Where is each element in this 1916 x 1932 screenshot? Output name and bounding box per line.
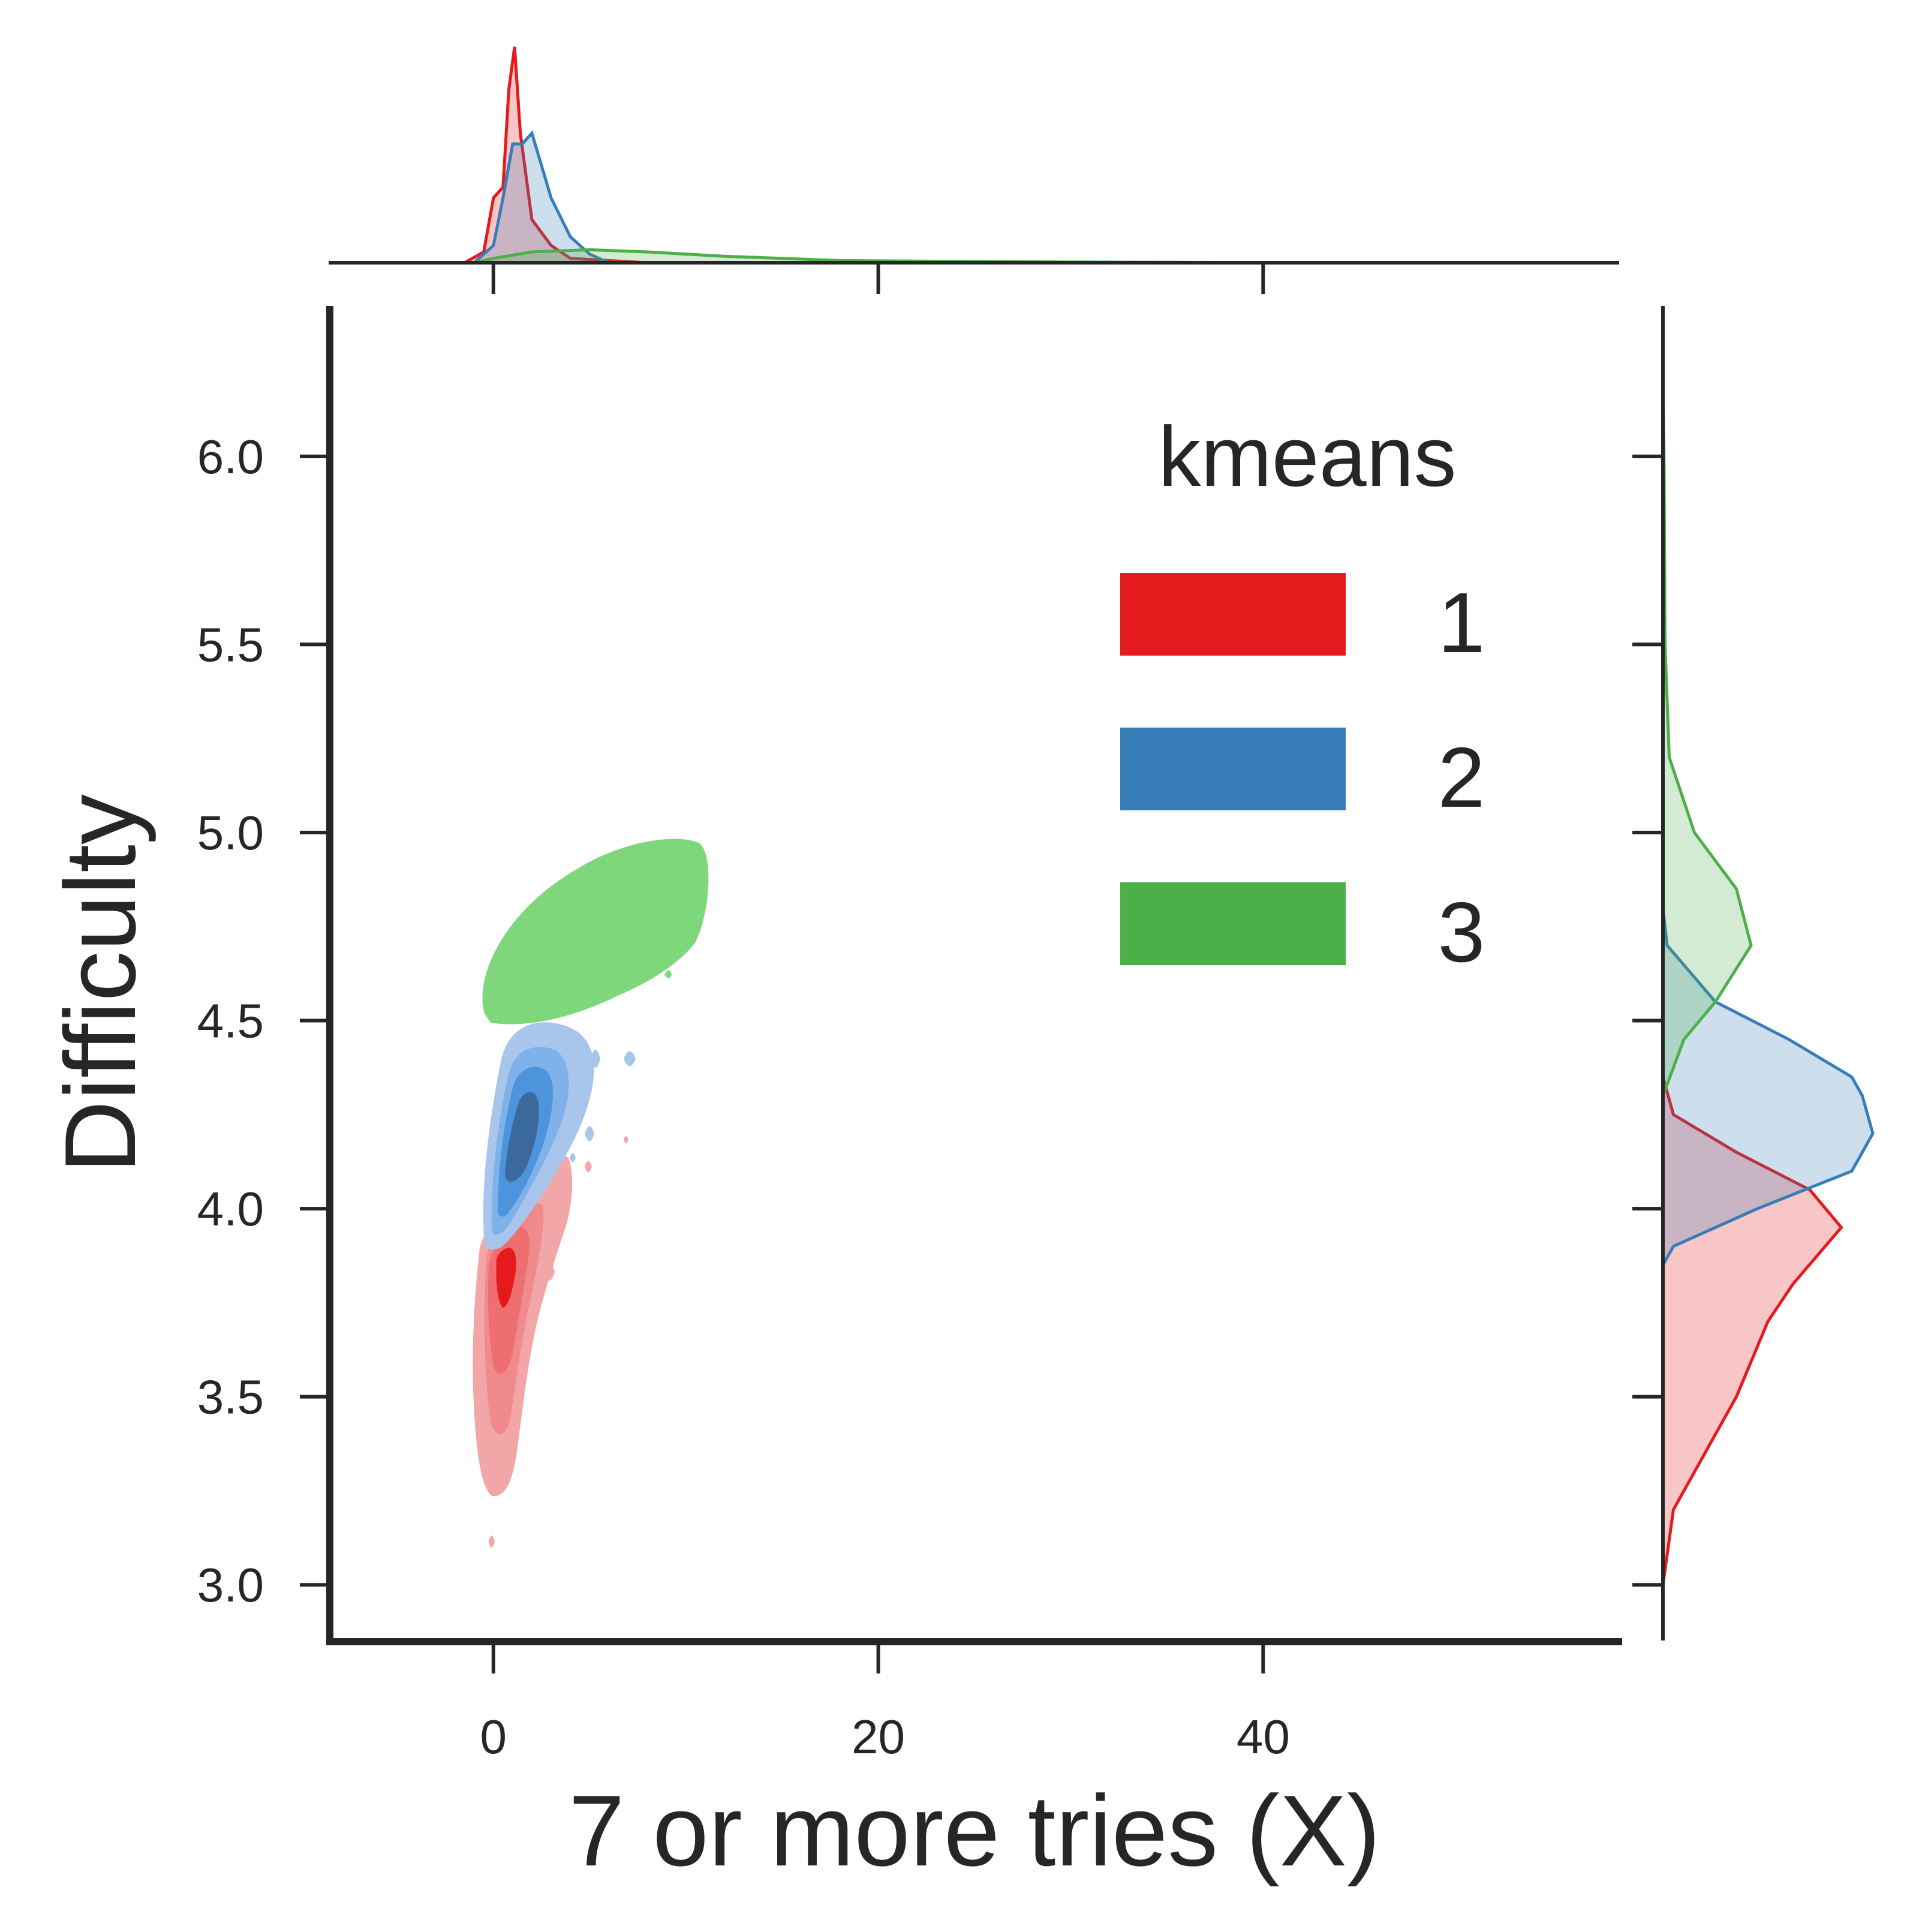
legend-swatch-1 [1120,573,1346,656]
cluster-2-speck-3 [585,1126,594,1141]
top-kde-fill-2 [474,133,609,263]
y-tick-label: 5.5 [197,618,264,671]
main-plot-area [473,839,709,1548]
legend-label-3: 3 [1438,885,1485,980]
cluster-3-speck [664,970,672,978]
cluster-3-contour [482,839,709,1024]
cluster-2-speck-2 [624,1051,636,1066]
right-kde-fill-2 [1663,908,1873,1266]
cluster-1-speck-1 [543,1263,555,1281]
y-axis-ticks: 3.0 3.5 4.0 4.5 5.0 5.5 6.0 [197,430,326,1612]
y-tick-label: 6.0 [197,430,264,483]
cluster-1-speck-3 [585,1161,592,1172]
x-axis-title: 7 or more tries (X) [569,1774,1380,1887]
right-kde-line-1 [1661,1076,1843,1585]
legend-label-1: 1 [1438,575,1485,671]
cluster-1-speck-4 [624,1136,628,1143]
right-kde-fill-1 [1663,1077,1842,1585]
legend: kmeans 1 2 3 [1120,409,1485,980]
cluster-2-contour-inner [505,1092,539,1182]
top-marginal-kde [464,46,1359,265]
legend-title: kmeans [1158,409,1456,504]
cluster-3-density [482,839,709,1024]
top-kde-fill-3 [474,250,1359,263]
legend-label-2: 2 [1438,730,1485,825]
top-kde-fill-1 [464,47,648,263]
right-kde-line-2 [1661,908,1875,1266]
cluster-2-density [483,1022,636,1250]
y-tick-label: 5.0 [197,806,264,860]
right-marginal-kde [1661,381,1875,1585]
right-marginal-ticks [1632,454,1661,1587]
x-tick-label: 20 [852,1710,905,1763]
y-tick-label: 3.0 [197,1558,264,1612]
cluster-2-speck-4 [570,1153,576,1162]
y-tick-label: 3.5 [197,1371,264,1424]
x-axis-ticks: 0 20 40 [480,1645,1290,1763]
cluster-1-density [473,1136,628,1548]
legend-swatch-3 [1120,882,1346,965]
y-axis-title: Difficulty [44,794,157,1173]
legend-swatch-2 [1120,728,1346,810]
y-tick-label: 4.0 [197,1182,264,1236]
cluster-1-contour-inner [496,1248,516,1308]
x-tick-label: 0 [480,1710,507,1763]
x-tick-label: 40 [1237,1710,1290,1763]
top-kde-line-1 [464,46,648,265]
y-tick-label: 4.5 [197,994,264,1048]
top-kde-line-2 [473,130,610,265]
cluster-1-speck-2 [489,1536,495,1548]
top-marginal-ticks [491,265,1265,294]
cluster-2-speck-1 [591,1050,600,1068]
right-kde-fill-3 [1663,381,1751,1096]
